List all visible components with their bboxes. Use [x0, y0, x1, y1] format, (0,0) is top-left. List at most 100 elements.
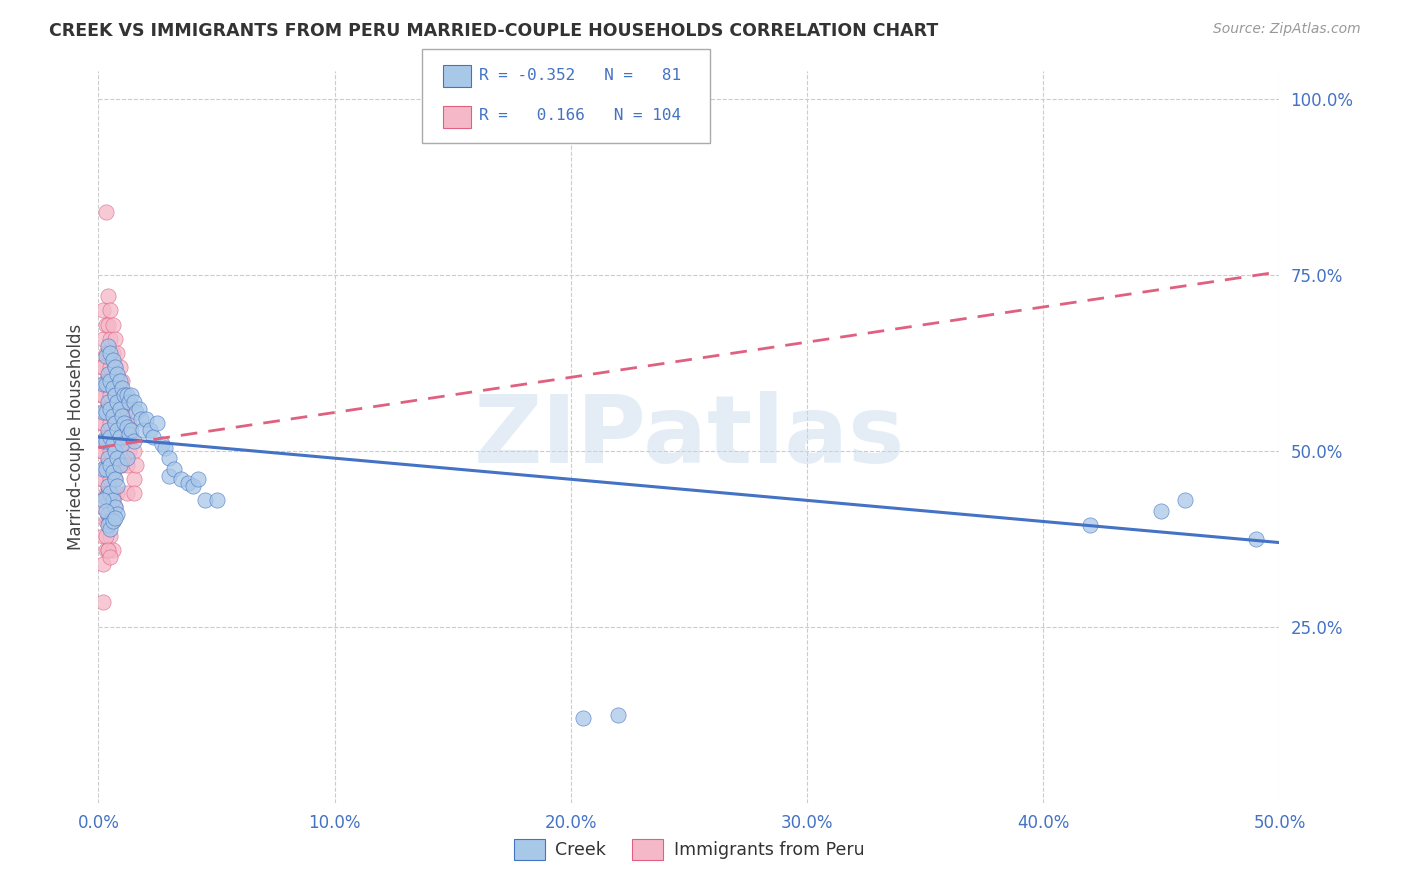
Point: [101, 430, 124, 444]
Point: [104, 416, 127, 430]
Point: [98, 486, 121, 500]
Point: [98, 528, 121, 542]
Point: [97, 345, 120, 359]
Point: [150, 437, 173, 451]
Point: [1174, 493, 1197, 508]
Point: [135, 412, 157, 426]
Point: [105, 430, 128, 444]
Point: [97, 542, 120, 557]
Point: [111, 437, 134, 451]
Point: [97, 486, 120, 500]
Point: [108, 359, 131, 374]
Point: [97, 508, 120, 522]
Point: [97, 423, 120, 437]
Point: [90, 472, 112, 486]
Point: [122, 444, 145, 458]
Point: [125, 458, 148, 473]
Point: [105, 345, 128, 359]
Point: [105, 458, 128, 473]
Point: [97, 401, 120, 416]
Point: [97, 395, 120, 409]
Point: [91, 332, 114, 346]
Point: [104, 359, 127, 374]
Point: [91, 493, 114, 508]
Point: [90, 388, 112, 402]
Point: [94, 486, 117, 500]
Point: [97, 479, 120, 493]
Point: [97, 451, 120, 466]
Point: [194, 493, 217, 508]
Point: [101, 345, 124, 359]
Point: [97, 374, 120, 388]
Text: R =   0.166   N = 104: R = 0.166 N = 104: [479, 109, 682, 123]
Point: [122, 434, 145, 448]
Point: [101, 493, 124, 508]
Point: [90, 359, 112, 374]
Point: [187, 472, 209, 486]
Point: [157, 468, 180, 483]
Point: [91, 405, 114, 419]
Point: [91, 528, 114, 542]
Point: [98, 430, 121, 444]
Point: [98, 388, 121, 402]
Point: [115, 419, 138, 434]
Point: [98, 359, 121, 374]
Point: [97, 458, 120, 473]
Point: [111, 430, 134, 444]
Point: [101, 486, 124, 500]
Point: [97, 318, 120, 332]
Point: [163, 461, 186, 475]
Point: [101, 409, 124, 423]
Point: [98, 401, 121, 416]
Point: [97, 367, 120, 381]
Point: [101, 318, 124, 332]
Point: [101, 374, 124, 388]
Point: [98, 374, 121, 388]
Point: [108, 416, 131, 430]
Point: [101, 437, 124, 451]
Point: [104, 472, 127, 486]
Point: [118, 395, 141, 409]
Point: [94, 458, 117, 473]
Point: [139, 423, 162, 437]
Point: [115, 451, 138, 466]
Text: CREEK VS IMMIGRANTS FROM PERU MARRIED-COUPLE HOUSEHOLDS CORRELATION CHART: CREEK VS IMMIGRANTS FROM PERU MARRIED-CO…: [49, 22, 938, 40]
Point: [105, 401, 128, 416]
Point: [157, 451, 180, 466]
Point: [111, 458, 134, 473]
Point: [132, 423, 155, 437]
Point: [98, 458, 121, 473]
Point: [153, 441, 176, 455]
Point: [118, 416, 141, 430]
Legend: Creek, Immigrants from Peru: Creek, Immigrants from Peru: [506, 832, 872, 867]
Point: [91, 434, 114, 448]
Point: [105, 451, 128, 466]
Point: [118, 426, 141, 441]
Point: [1244, 532, 1267, 546]
Point: [105, 479, 128, 493]
Point: [98, 521, 121, 535]
Point: [101, 352, 124, 367]
Point: [97, 339, 120, 353]
Point: [205, 493, 228, 508]
Point: [112, 416, 135, 430]
Point: [91, 416, 114, 430]
Point: [104, 332, 127, 346]
Point: [170, 472, 193, 486]
Point: [104, 472, 127, 486]
Point: [101, 381, 124, 395]
Point: [91, 595, 114, 609]
Point: [125, 405, 148, 419]
Point: [105, 395, 128, 409]
Point: [108, 444, 131, 458]
Text: ZIPatlas: ZIPatlas: [474, 391, 904, 483]
Point: [97, 515, 120, 529]
Point: [91, 388, 114, 402]
Point: [108, 458, 131, 473]
Point: [111, 401, 134, 416]
Point: [98, 549, 121, 564]
Point: [94, 490, 117, 504]
Point: [94, 434, 117, 448]
Point: [94, 405, 117, 419]
Point: [104, 388, 127, 402]
